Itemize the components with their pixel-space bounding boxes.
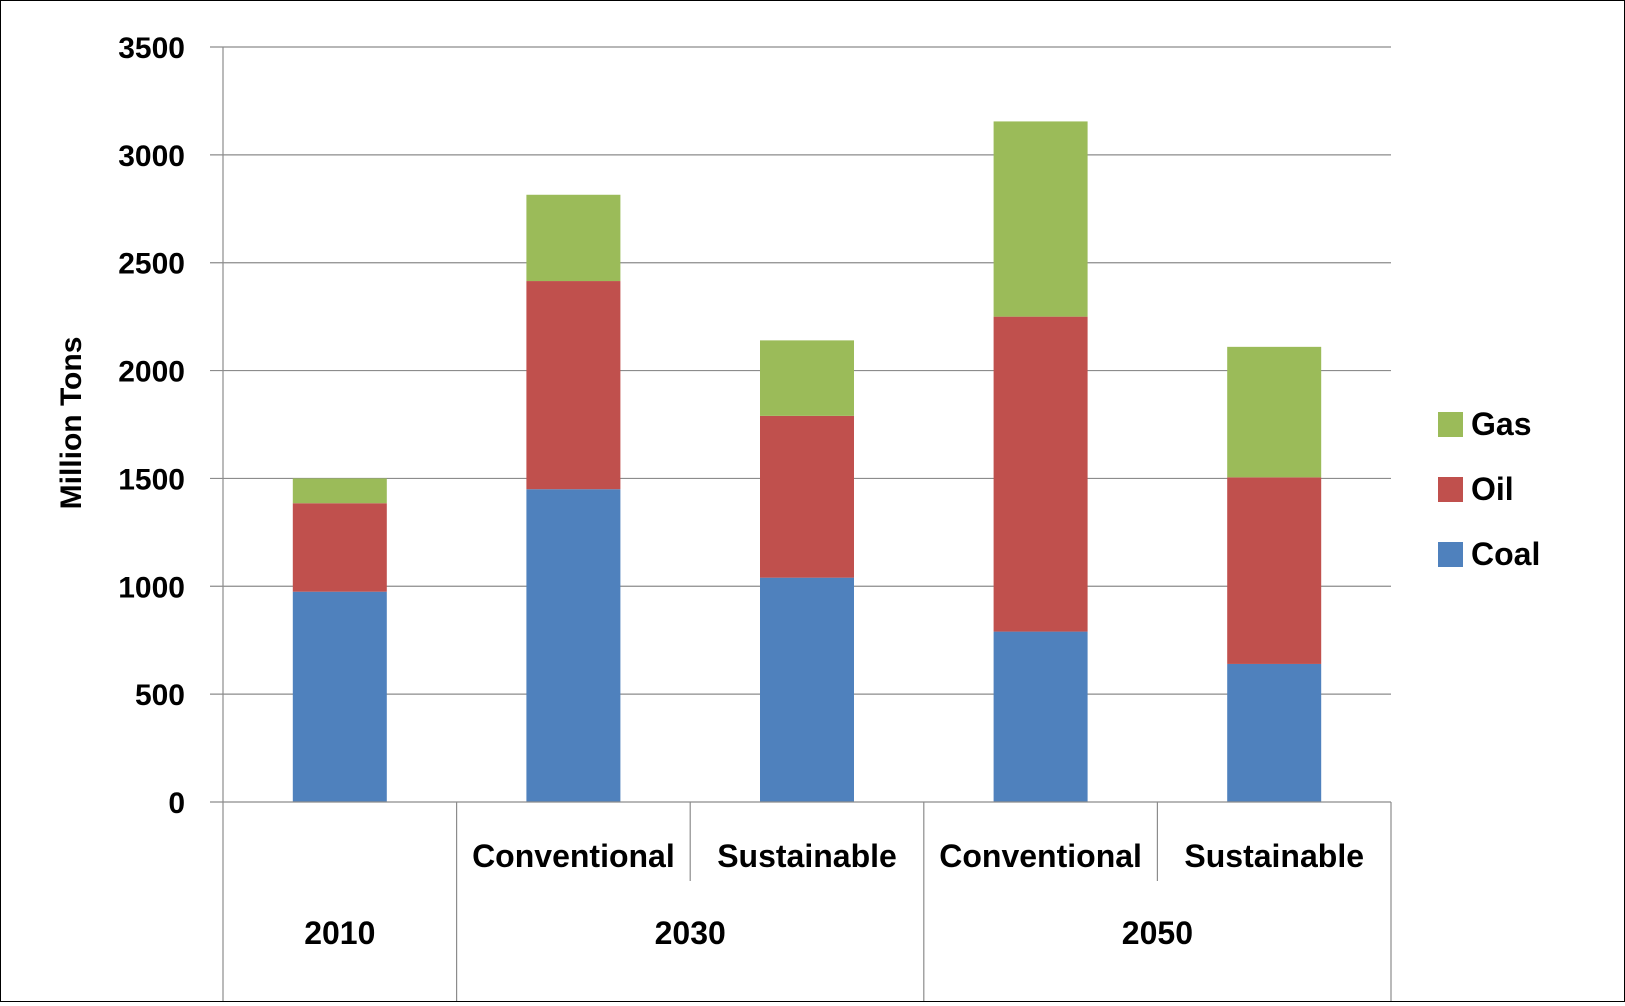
y-tick-label: 3000 bbox=[118, 140, 185, 173]
axes bbox=[210, 47, 1392, 1001]
bar-coal-2 bbox=[526, 489, 621, 802]
bar-coal-5 bbox=[1227, 663, 1322, 802]
bar-gas-3 bbox=[760, 340, 854, 416]
y-tick-label: 500 bbox=[135, 679, 185, 712]
bar-oil-2 bbox=[526, 281, 621, 490]
group-label: 2050 bbox=[1122, 915, 1193, 951]
y-tick-label: 2500 bbox=[118, 248, 185, 281]
bar-gas-4 bbox=[993, 121, 1088, 317]
legend-label-oil: Oil bbox=[1471, 471, 1514, 507]
category-label: Sustainable bbox=[1184, 838, 1364, 874]
y-tick-labels: 0 500 1000 1500 2000 2500 3000 3500 bbox=[118, 32, 185, 820]
legend-swatch-oil bbox=[1438, 477, 1463, 502]
bar-coal-4 bbox=[993, 631, 1088, 802]
legend-label-coal: Coal bbox=[1471, 536, 1540, 572]
bar-gas-5 bbox=[1227, 346, 1322, 478]
legend-swatch-coal bbox=[1438, 542, 1463, 567]
y-tick-label: 1000 bbox=[118, 571, 185, 604]
bar-oil-3 bbox=[760, 415, 854, 578]
bar-gas-1 bbox=[292, 478, 387, 504]
bar-oil-4 bbox=[993, 316, 1088, 632]
legend: Gas Oil Coal bbox=[1438, 406, 1540, 572]
y-tick-label: 3500 bbox=[118, 32, 185, 65]
y-tick-label: 2000 bbox=[118, 356, 185, 389]
category-label: Conventional bbox=[472, 838, 675, 874]
bar-gas-2 bbox=[526, 194, 621, 282]
y-tick-label: 1500 bbox=[118, 463, 185, 496]
category-label: Conventional bbox=[939, 838, 1142, 874]
y-axis-title: Million Tons bbox=[55, 337, 88, 510]
category-labels: Conventional Sustainable Conventional Susta… bbox=[304, 838, 1364, 951]
group-label: 2010 bbox=[304, 915, 375, 951]
bar-coal-3 bbox=[760, 577, 854, 802]
bar-oil-5 bbox=[1227, 477, 1322, 664]
bars bbox=[292, 121, 1322, 802]
bar-oil-1 bbox=[292, 503, 387, 592]
group-label: 2030 bbox=[655, 915, 726, 951]
legend-swatch-gas bbox=[1438, 412, 1463, 437]
bar-coal-1 bbox=[292, 591, 387, 802]
category-label: Sustainable bbox=[717, 838, 897, 874]
legend-label-gas: Gas bbox=[1471, 406, 1531, 442]
y-tick-label: 0 bbox=[168, 787, 185, 820]
